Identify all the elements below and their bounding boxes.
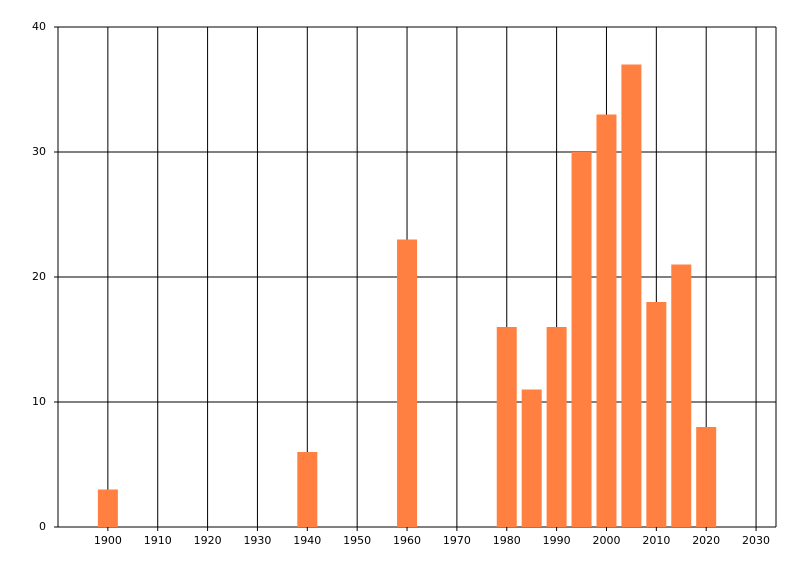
x-tick-label: 2000 (592, 534, 620, 547)
x-tick-label: 1990 (543, 534, 571, 547)
y-tick-label: 10 (32, 395, 46, 408)
y-tick-label: 20 (32, 270, 46, 283)
x-tick-label: 1920 (194, 534, 222, 547)
x-tick-label: 1930 (243, 534, 271, 547)
bar (696, 427, 717, 527)
y-tick-label: 30 (32, 145, 46, 158)
x-tick-label: 1910 (144, 534, 172, 547)
bar (646, 302, 667, 527)
x-tick-label: 1980 (493, 534, 521, 547)
x-tick-label: 1900 (94, 534, 122, 547)
x-tick-label: 1960 (393, 534, 421, 547)
x-tick-label: 2010 (642, 534, 670, 547)
bar (521, 389, 542, 527)
bar (671, 264, 692, 527)
y-tick-label: 0 (39, 520, 46, 533)
x-tick-label: 1970 (443, 534, 471, 547)
bar (596, 114, 617, 527)
bar (97, 489, 118, 527)
bar (496, 327, 517, 527)
bar (621, 64, 642, 527)
bar (546, 327, 567, 527)
bar (297, 452, 318, 527)
x-tick-label: 1950 (343, 534, 371, 547)
x-tick-label: 2030 (742, 534, 770, 547)
bar (397, 239, 418, 527)
y-tick-label: 40 (32, 20, 46, 33)
x-tick-label: 2020 (692, 534, 720, 547)
x-tick-label: 1940 (293, 534, 321, 547)
bar (571, 152, 592, 527)
